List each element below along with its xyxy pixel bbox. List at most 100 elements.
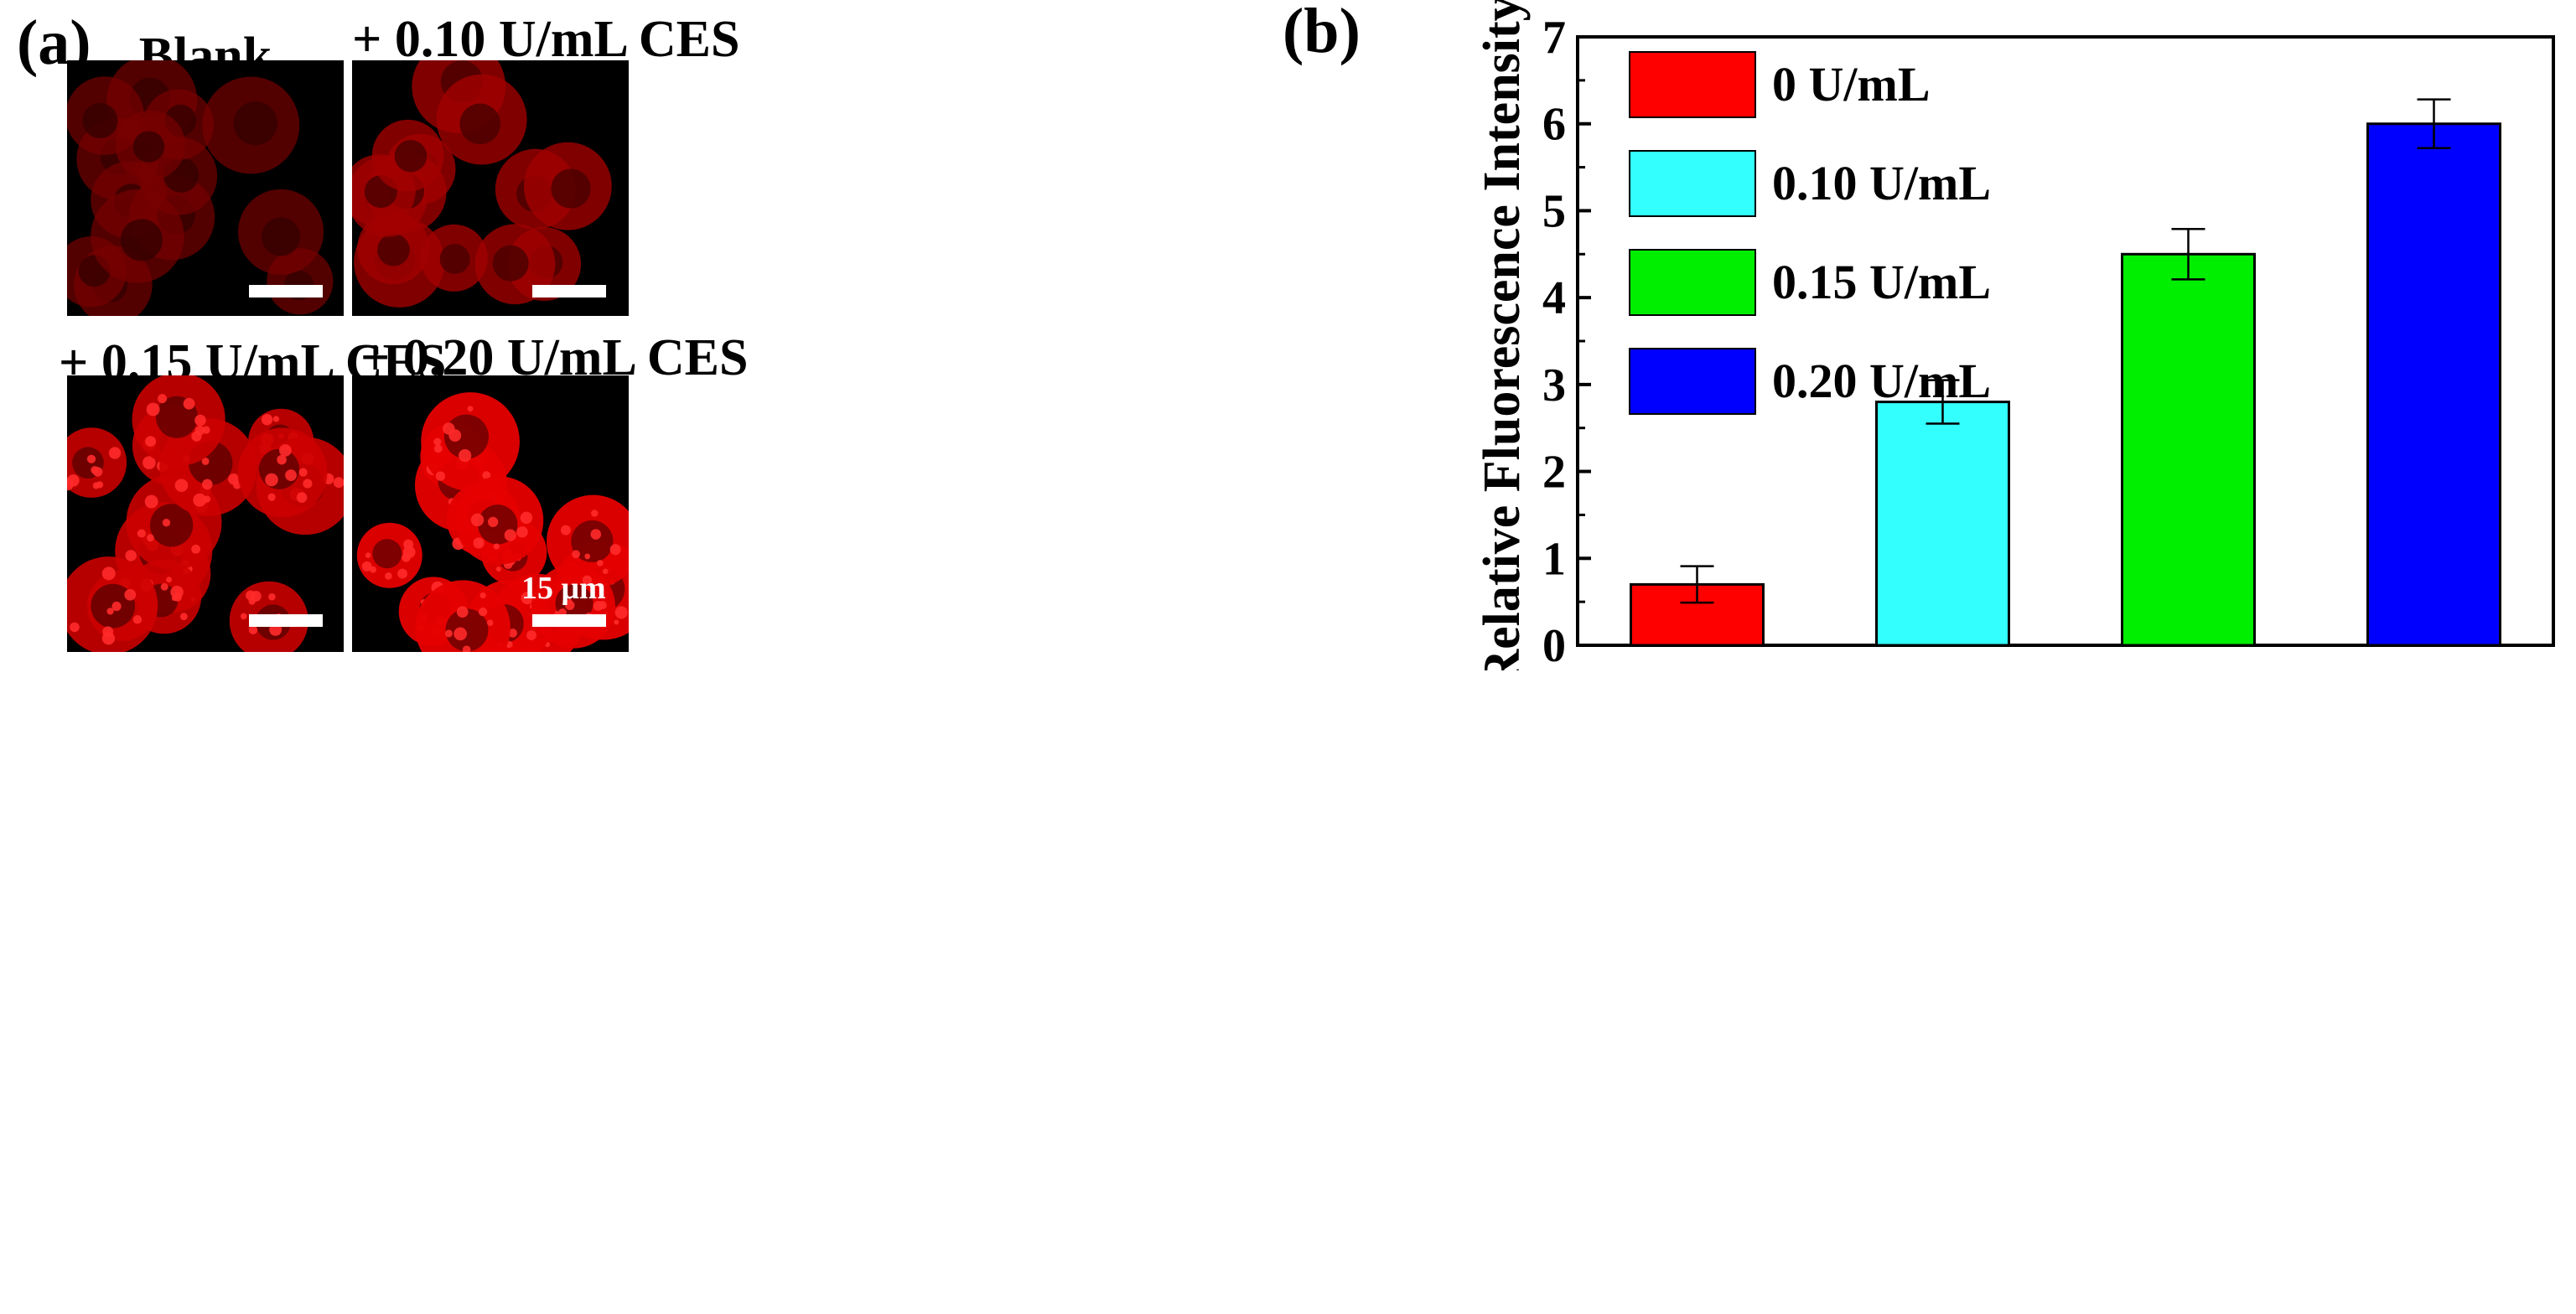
cell-speckle (160, 582, 168, 591)
micrograph-0-20 (352, 375, 629, 652)
cell-speckle (92, 482, 100, 489)
y-tick-label: 5 (1542, 185, 1566, 237)
cell-speckle (402, 553, 411, 562)
legend-label-2: 0.15 U/mL (1772, 255, 1991, 309)
cell-speckle (433, 437, 442, 446)
image-title-0-10: + 0.10 U/mL CES (352, 11, 740, 68)
cell-speckle (137, 529, 146, 538)
legend-swatch-1 (1629, 150, 1756, 217)
y-tick-label: 7 (1542, 12, 1566, 64)
cell-speckle (482, 471, 491, 480)
cell-speckle (267, 493, 276, 501)
cell-nucleus (459, 103, 500, 145)
cell-speckle (582, 575, 593, 585)
legend-label-0: 0 U/mL (1772, 57, 1931, 111)
bar-chart: (b) 0 1 2 3 4 5 6 7 0 U/mL 0.10 U/mL 0.15 U/mL 0.2… (1283, 0, 2555, 670)
cell-speckle (147, 534, 154, 542)
cell-speckle (560, 525, 571, 535)
cell-speckle (70, 622, 80, 633)
cell-speckle (146, 402, 160, 416)
cell-speckle (193, 493, 207, 507)
cell-speckle (125, 550, 137, 561)
cell-speckle (590, 529, 602, 540)
cell-nucleus (445, 608, 489, 652)
cell-nucleus (551, 168, 591, 209)
cell-nucleus (571, 520, 614, 563)
cell-speckle (261, 414, 273, 426)
cell-speckle (495, 566, 501, 572)
cell-speckle (248, 625, 258, 635)
cell-speckle (333, 477, 344, 489)
cell-speckle (248, 598, 256, 605)
cell-speckle (296, 492, 308, 503)
cell-speckle (102, 626, 114, 638)
cell-speckle (285, 469, 297, 482)
legend-label-1: 0.10 U/mL (1772, 156, 1991, 210)
legend-label-3: 0.20 U/mL (1772, 354, 1991, 408)
cell-speckle (454, 627, 467, 641)
bar-1 (1875, 401, 2010, 647)
y-tick-label: 1 (1542, 533, 1566, 585)
cell-speckle (194, 426, 205, 436)
cell-speckle (278, 444, 292, 457)
cell-nucleus (132, 131, 165, 163)
cell-speckle (277, 454, 287, 465)
cell-speckle (272, 416, 280, 422)
cell-speckle (598, 600, 607, 610)
scale-bar-blank (249, 285, 323, 297)
cell-speckle (479, 592, 486, 599)
cell-speckle (158, 394, 168, 404)
cell-speckle (403, 539, 414, 550)
cell-speckle (597, 560, 604, 566)
cell-speckle (108, 447, 122, 459)
micrograph-0-10 (352, 60, 629, 316)
cell-speckle (459, 449, 472, 463)
y-tick-label: 6 (1542, 99, 1566, 151)
cell-speckle (365, 552, 371, 558)
cell-nucleus (439, 244, 470, 275)
cell-speckle (516, 526, 528, 538)
cell-speckle (202, 479, 213, 490)
cell-speckle (67, 478, 74, 491)
cell-nucleus (258, 448, 300, 489)
cell-nucleus (394, 139, 428, 173)
cell-speckle (194, 414, 206, 427)
bar-3 (2366, 122, 2501, 647)
cell-speckle (86, 454, 96, 463)
cell-speckle (504, 529, 516, 541)
cell-speckle (101, 566, 116, 581)
cell-speckle (166, 577, 173, 583)
cell-speckle (614, 606, 628, 619)
cell-nucleus (492, 245, 529, 282)
cell-speckle (179, 613, 188, 621)
cell-speckle (435, 471, 446, 481)
cell-speckle (268, 592, 276, 601)
cell-speckle (567, 598, 573, 605)
cell-speckle (590, 510, 599, 517)
cell-nucleus (82, 102, 118, 139)
cell-speckle (124, 588, 137, 601)
cell-speckle (521, 592, 534, 605)
cell-speckle (520, 511, 533, 525)
cell-speckle (183, 397, 195, 410)
cell-speckle (488, 516, 499, 528)
panel-b-letter: (b) (1283, 0, 1361, 66)
cell-speckle (303, 479, 313, 489)
y-tick-label: 2 (1542, 447, 1566, 499)
cell-speckle (448, 429, 462, 442)
cell-nucleus (443, 414, 489, 459)
cell-speckle (171, 595, 178, 602)
cell-speckle (397, 568, 407, 579)
cell-speckle (143, 456, 156, 469)
cell-speckle (478, 608, 488, 617)
cell-speckle (162, 518, 171, 527)
cell-speckle (132, 615, 143, 624)
cell-nucleus (233, 101, 277, 146)
cell-speckle (572, 550, 580, 559)
cell-speckle (174, 479, 189, 493)
scale-bar-0-10 (532, 285, 606, 297)
cell-nucleus (120, 219, 163, 261)
y-tick-label: 4 (1542, 272, 1566, 324)
cell-speckle (265, 473, 278, 487)
micrograph-0-15 (67, 375, 344, 652)
